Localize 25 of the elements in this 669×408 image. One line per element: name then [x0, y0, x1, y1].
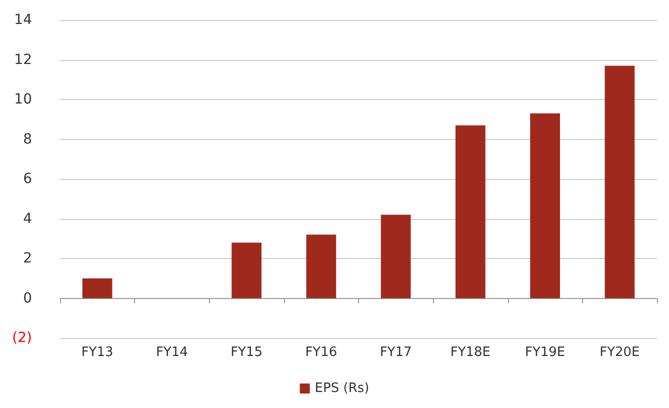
- bar: [530, 113, 560, 298]
- legend-label: EPS (Rs): [314, 381, 370, 396]
- y-tick-label: 10: [14, 92, 32, 108]
- y-tick-label: 14: [14, 12, 32, 28]
- y-tick-label: 2: [23, 250, 32, 266]
- bar: [232, 242, 262, 298]
- y-tick-label: 6: [23, 171, 32, 187]
- y-tick-label: 4: [23, 210, 32, 227]
- y-tick-label: (2): [12, 330, 32, 346]
- x-tick-label: FY17: [380, 345, 412, 360]
- bar: [82, 278, 112, 298]
- x-tick-label: FY18E: [450, 345, 491, 360]
- bar: [456, 125, 486, 298]
- x-tick-label: FY20E: [600, 345, 640, 360]
- y-tick-label: 0: [23, 290, 32, 306]
- bar: [380, 214, 411, 298]
- x-tick-label: FY16: [305, 345, 338, 360]
- x-tick-label: FY15: [230, 345, 263, 360]
- x-tick-label: FY19E: [524, 345, 566, 360]
- y-tick-label: 8: [23, 131, 32, 148]
- x-tick-label: FY13: [81, 345, 114, 360]
- y-tick-label: 12: [14, 52, 32, 68]
- bar: [604, 66, 635, 298]
- x-tick-label: FY14: [156, 345, 188, 360]
- bar: [306, 234, 336, 298]
